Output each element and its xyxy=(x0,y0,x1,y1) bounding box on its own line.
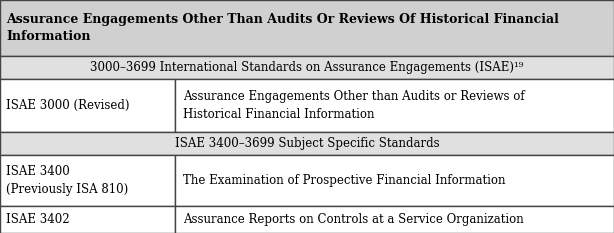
Text: ISAE 3402: ISAE 3402 xyxy=(6,213,69,226)
Bar xyxy=(0,0,614,55)
Bar xyxy=(0,79,175,132)
Text: 3000–3699 International Standards on Assurance Engagements (ISAE)¹⁹: 3000–3699 International Standards on Ass… xyxy=(90,61,524,74)
Bar xyxy=(0,132,614,155)
Bar xyxy=(175,79,614,132)
Text: ISAE 3400
(Previously ISA 810): ISAE 3400 (Previously ISA 810) xyxy=(6,165,128,196)
Text: ISAE 3000 (Revised): ISAE 3000 (Revised) xyxy=(6,99,130,112)
Text: Assurance Engagements Other Than Audits Or Reviews Of Historical Financial
Infor: Assurance Engagements Other Than Audits … xyxy=(6,13,559,43)
Text: ISAE 3400–3699 Subject Specific Standards: ISAE 3400–3699 Subject Specific Standard… xyxy=(175,137,439,150)
Bar xyxy=(175,155,614,206)
Text: Assurance Engagements Other than Audits or Reviews of
Historical Financial Infor: Assurance Engagements Other than Audits … xyxy=(183,90,524,121)
Bar xyxy=(0,55,614,79)
Bar xyxy=(0,155,175,206)
Bar xyxy=(0,206,175,233)
Bar xyxy=(175,206,614,233)
Text: The Examination of Prospective Financial Information: The Examination of Prospective Financial… xyxy=(183,174,505,187)
Text: Assurance Reports on Controls at a Service Organization: Assurance Reports on Controls at a Servi… xyxy=(183,213,524,226)
